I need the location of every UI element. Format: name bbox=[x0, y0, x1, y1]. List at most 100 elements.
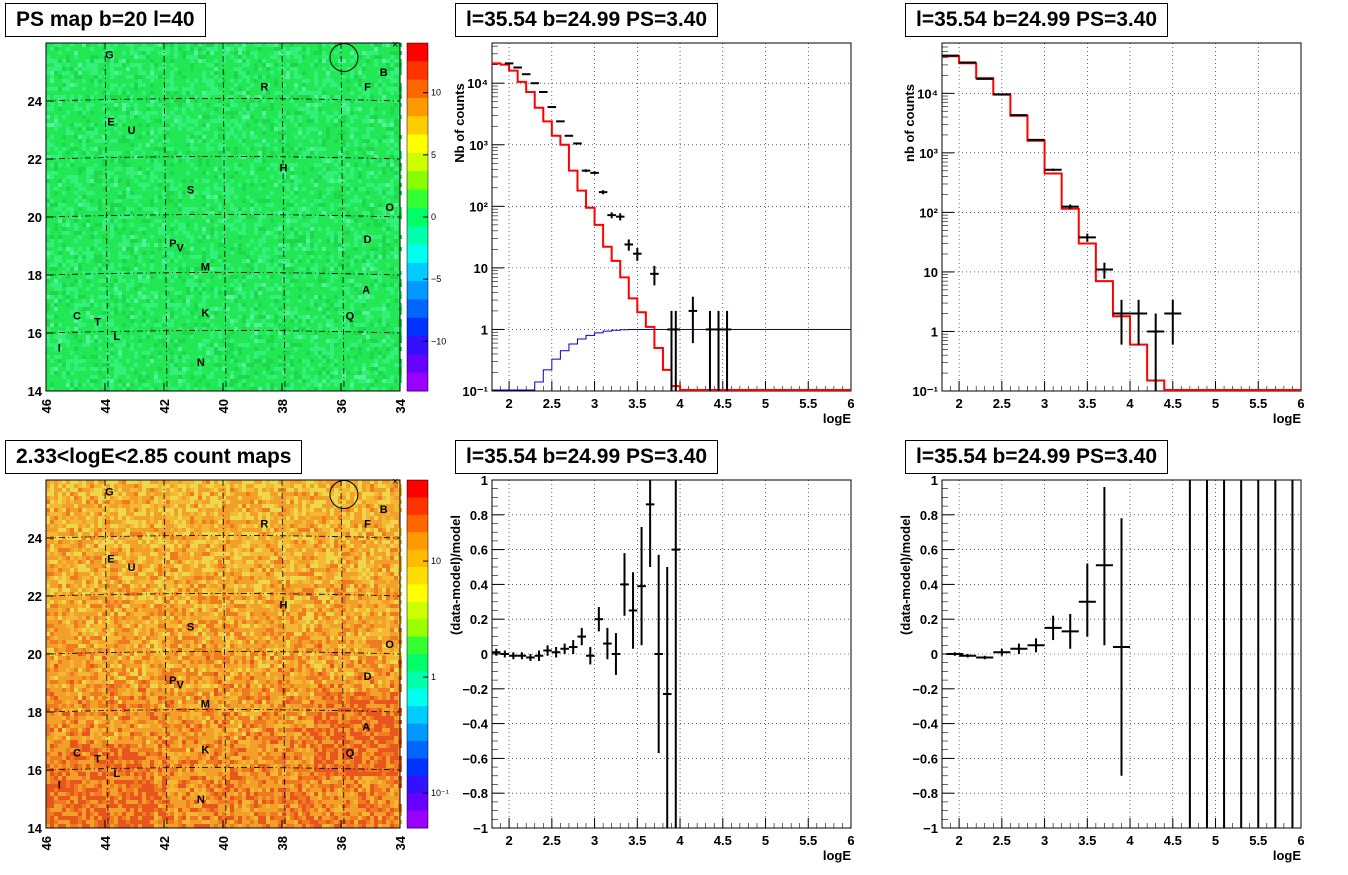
map-pixel bbox=[250, 576, 254, 580]
map-pixel bbox=[282, 371, 286, 375]
map-pixel bbox=[226, 135, 230, 139]
map-pixel bbox=[246, 179, 250, 183]
map-pixel bbox=[346, 143, 350, 147]
map-pixel bbox=[66, 163, 70, 167]
map-pixel bbox=[170, 163, 174, 167]
map-pixel bbox=[274, 295, 278, 299]
map-pixel bbox=[74, 255, 78, 259]
map-pixel bbox=[378, 496, 382, 500]
map-pixel bbox=[114, 179, 118, 183]
map-pixel bbox=[90, 227, 94, 231]
map-pixel bbox=[298, 319, 302, 323]
map-pixel bbox=[210, 267, 214, 271]
map-pixel bbox=[134, 520, 138, 524]
map-pixel bbox=[322, 355, 326, 359]
map-pixel bbox=[318, 492, 322, 496]
map-pixel bbox=[318, 576, 322, 580]
map-pixel bbox=[82, 271, 86, 275]
map-pixel bbox=[110, 171, 114, 175]
map-pixel bbox=[298, 536, 302, 540]
map-pixel bbox=[98, 556, 102, 560]
map-pixel bbox=[106, 171, 110, 175]
map-pixel bbox=[318, 163, 322, 167]
map-pixel bbox=[182, 211, 186, 215]
map-pixel bbox=[322, 51, 326, 55]
map-pixel bbox=[162, 259, 166, 263]
map-pixel bbox=[98, 279, 102, 283]
map-pixel bbox=[146, 307, 150, 311]
map-pixel bbox=[254, 375, 258, 379]
map-pixel bbox=[270, 107, 274, 111]
map-pixel bbox=[290, 500, 294, 504]
map-pixel bbox=[266, 480, 270, 484]
map-pixel bbox=[358, 484, 362, 488]
map-pixel bbox=[98, 572, 102, 576]
map-pixel bbox=[226, 111, 230, 115]
map-pixel bbox=[146, 524, 150, 528]
map-pixel bbox=[266, 496, 270, 500]
map-pixel bbox=[350, 532, 354, 536]
map-pixel bbox=[370, 183, 374, 187]
map-pixel bbox=[354, 107, 358, 111]
map-pixel bbox=[258, 99, 262, 103]
map-pixel bbox=[394, 71, 398, 75]
map-pixel bbox=[206, 492, 210, 496]
map-pixel bbox=[78, 247, 82, 251]
map-pixel bbox=[238, 59, 242, 63]
map-pixel bbox=[262, 119, 266, 123]
map-pixel bbox=[254, 179, 258, 183]
map-pixel bbox=[302, 79, 306, 83]
map-pixel bbox=[258, 516, 262, 520]
map-pixel bbox=[194, 371, 198, 375]
map-pixel bbox=[170, 223, 174, 227]
map-pixel bbox=[86, 279, 90, 283]
map-pixel bbox=[138, 520, 142, 524]
map-pixel bbox=[342, 207, 346, 211]
map-pixel bbox=[354, 239, 358, 243]
map-pixel bbox=[238, 71, 242, 75]
map-pixel bbox=[330, 556, 334, 560]
map-pixel bbox=[338, 568, 342, 572]
map-pixel bbox=[238, 183, 242, 187]
map-pixel bbox=[150, 159, 154, 163]
map-pixel bbox=[274, 367, 278, 371]
map-pixel bbox=[50, 496, 54, 500]
map-pixel bbox=[314, 343, 318, 347]
map-pixel bbox=[242, 536, 246, 540]
map-pixel bbox=[118, 115, 122, 119]
map-pixel bbox=[134, 371, 138, 375]
map-pixel bbox=[210, 147, 214, 151]
map-pixel bbox=[58, 516, 62, 520]
map-pixel bbox=[166, 536, 170, 540]
map-pixel bbox=[370, 147, 374, 151]
map-pixel bbox=[238, 484, 242, 488]
map-pixel bbox=[202, 95, 206, 99]
map-pixel bbox=[158, 484, 162, 488]
map-pixel bbox=[58, 355, 62, 359]
map-pixel bbox=[350, 59, 354, 63]
map-pixel bbox=[330, 83, 334, 87]
map-pixel bbox=[350, 580, 354, 584]
map-pixel bbox=[78, 215, 82, 219]
map-pixel bbox=[106, 351, 110, 355]
map-pixel bbox=[390, 183, 394, 187]
map-pixel bbox=[198, 343, 202, 347]
map-pixel bbox=[130, 311, 134, 315]
map-pixel bbox=[66, 556, 70, 560]
map-pixel bbox=[154, 187, 158, 191]
map-pixel bbox=[354, 299, 358, 303]
map-pixel bbox=[134, 552, 138, 556]
map-pixel bbox=[322, 83, 326, 87]
map-pixel bbox=[78, 127, 82, 131]
map-pixel bbox=[110, 552, 114, 556]
map-pixel bbox=[310, 335, 314, 339]
map-pixel bbox=[370, 95, 374, 99]
map-pixel bbox=[134, 355, 138, 359]
map-pixel bbox=[270, 275, 274, 279]
map-pixel bbox=[150, 179, 154, 183]
map-pixel bbox=[214, 367, 218, 371]
map-pixel bbox=[330, 207, 334, 211]
map-pixel bbox=[130, 215, 134, 219]
map-pixel bbox=[218, 379, 222, 383]
map-pixel bbox=[130, 251, 134, 255]
